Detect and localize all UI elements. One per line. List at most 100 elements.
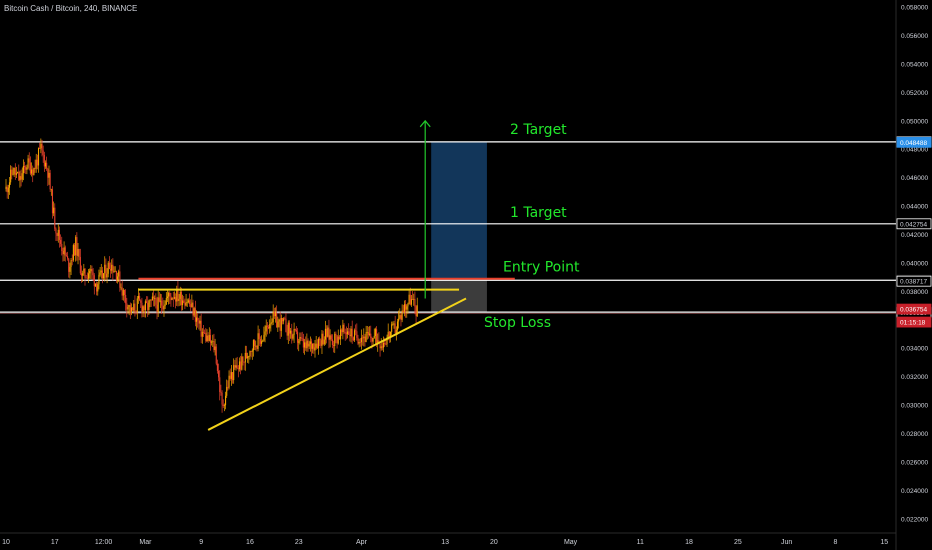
candle-body (336, 335, 338, 344)
candle-body (400, 315, 402, 320)
candle-body (128, 304, 130, 307)
candle-body (337, 336, 339, 344)
candle-body (384, 342, 386, 345)
candle-body (146, 301, 148, 303)
candle-body (292, 334, 294, 339)
candle-body (18, 171, 20, 181)
candle-body (137, 295, 139, 299)
candle-body (409, 294, 411, 305)
candle-body (115, 270, 117, 280)
candle-body (71, 260, 73, 261)
candle-body (381, 346, 383, 348)
candle-body (29, 162, 31, 174)
candle-body (358, 342, 360, 344)
candle-body (278, 319, 280, 322)
candle-body (244, 352, 246, 363)
candle-body (96, 283, 98, 292)
candle-body (67, 256, 69, 259)
candle-body (75, 237, 77, 256)
candle-body (235, 365, 237, 368)
candle-body (37, 148, 40, 166)
candle-body (113, 271, 115, 273)
candle-body (401, 310, 403, 320)
candle-body (387, 331, 389, 338)
candle-body (24, 165, 26, 167)
candle-body (415, 306, 417, 317)
y-tick-label: 0.054000 (901, 61, 928, 68)
candle-body (127, 306, 129, 310)
candle-body (303, 342, 306, 348)
candle-body (326, 328, 328, 337)
candle-body (165, 298, 167, 305)
candle-body (333, 345, 335, 347)
candle-body (166, 296, 169, 299)
candle-body (51, 189, 54, 214)
candle-body (280, 318, 282, 331)
candle-body (395, 329, 397, 333)
candle-body (240, 361, 242, 370)
candle-body (15, 173, 18, 175)
x-tick-label: 11 (637, 539, 644, 546)
candle-body (362, 337, 364, 339)
y-tick-label: 0.024000 (901, 488, 928, 495)
candle-body (206, 335, 208, 342)
candle-body (89, 271, 91, 274)
candle-body (213, 341, 215, 351)
candle-body (13, 167, 15, 175)
candle-body (243, 361, 245, 363)
candle-body (27, 158, 29, 168)
candle-body (372, 337, 374, 342)
stop-zone-box (431, 280, 487, 313)
candle-body (161, 300, 163, 306)
y-tick-label: 0.052000 (901, 90, 928, 97)
candle-body (186, 302, 188, 304)
candle-body (92, 272, 94, 276)
candle-body (48, 172, 50, 178)
candle-body (225, 395, 227, 406)
candle-body (103, 273, 105, 279)
candle-body (263, 335, 265, 341)
annotation-label: Stop Loss (484, 315, 551, 331)
candle-body (108, 262, 110, 270)
candle-body (32, 169, 34, 175)
candle-body (247, 356, 249, 359)
candle-body (142, 306, 144, 313)
candle-body (79, 257, 81, 274)
price-badge (896, 316, 932, 328)
candle-body (379, 344, 381, 349)
price-badge-label: 0.038717 (900, 279, 927, 286)
candle-body (380, 346, 382, 349)
candle-body (413, 298, 415, 300)
candle-body (22, 165, 24, 174)
candle-body (214, 346, 216, 351)
candle-body (147, 302, 149, 310)
candle-body (301, 338, 303, 340)
y-tick-label: 0.032000 (901, 374, 928, 381)
candle-body (389, 331, 392, 338)
candle-body (236, 365, 238, 369)
candle-body (284, 318, 286, 320)
candle-body (172, 297, 174, 299)
x-tick-label: 15 (880, 539, 888, 546)
candle-body (180, 291, 182, 306)
candle-body (373, 335, 375, 338)
candle-body (256, 345, 258, 349)
candle-body (357, 337, 359, 344)
candle-body (312, 343, 314, 349)
candle-body (272, 311, 274, 323)
candle-body (273, 311, 275, 317)
candle-body (155, 298, 157, 305)
candle-body (330, 335, 332, 340)
price-badge (896, 218, 932, 230)
candle-body (364, 336, 366, 342)
candle-body (403, 304, 406, 313)
candle-body (276, 313, 278, 328)
candle-body (252, 340, 254, 351)
candle-body (265, 325, 267, 332)
candle-body (63, 247, 65, 255)
candle-body (197, 317, 199, 321)
candle-body (310, 341, 313, 349)
candle-body (101, 270, 103, 279)
